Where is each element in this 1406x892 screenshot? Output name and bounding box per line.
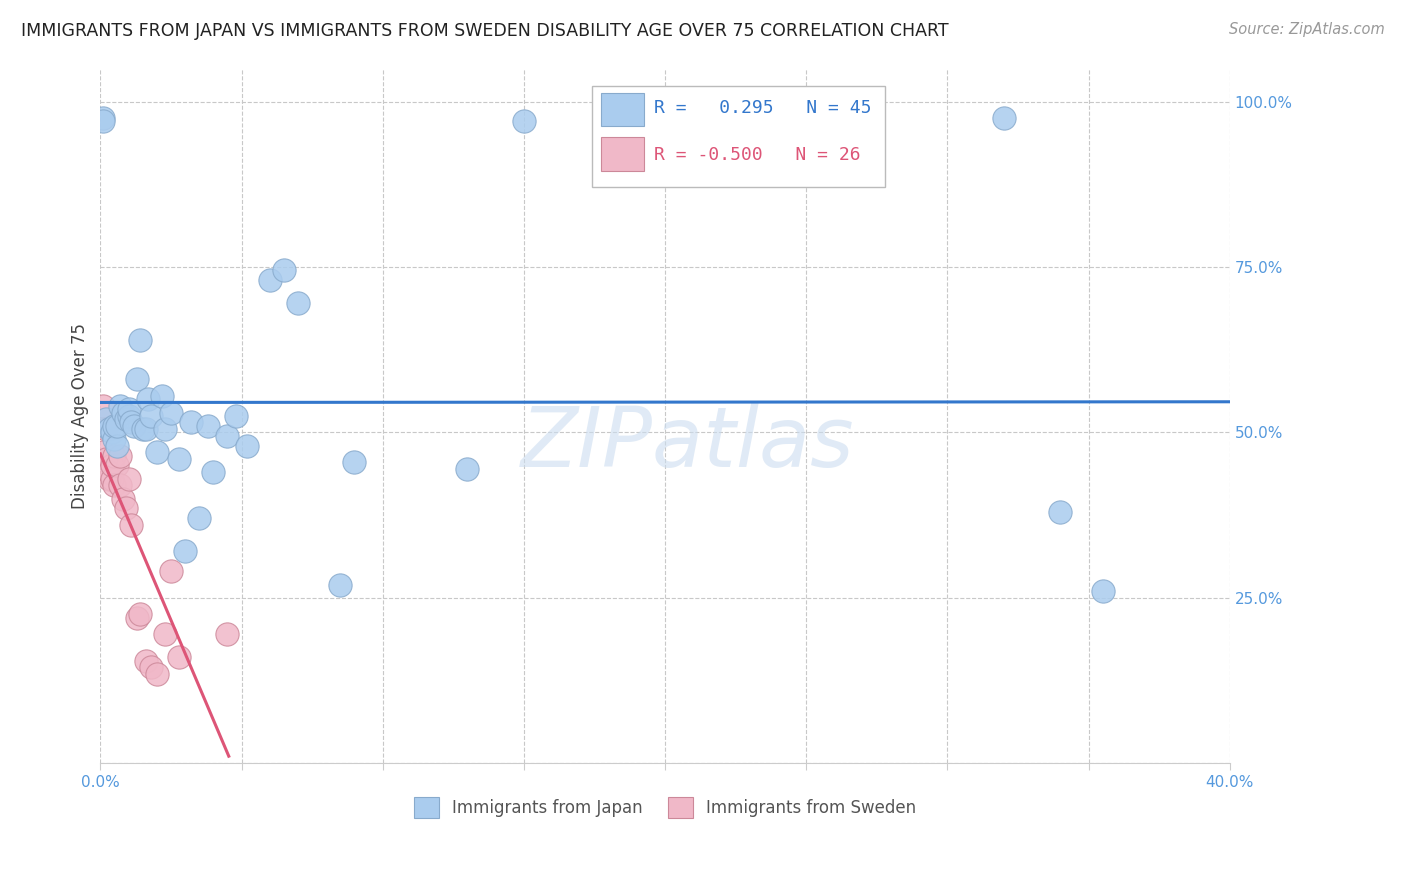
Point <box>169 650 191 665</box>
Point <box>456 462 478 476</box>
Point <box>117 409 139 423</box>
Point <box>120 416 142 430</box>
Text: R = -0.500   N = 26: R = -0.500 N = 26 <box>654 146 860 164</box>
Point <box>169 451 191 466</box>
Point <box>103 478 125 492</box>
Point <box>329 577 352 591</box>
Point <box>152 389 174 403</box>
Point <box>343 455 366 469</box>
Point <box>155 422 177 436</box>
FancyBboxPatch shape <box>600 93 644 126</box>
Point <box>141 660 163 674</box>
Point <box>146 666 169 681</box>
Point <box>135 422 157 436</box>
Point <box>259 273 281 287</box>
Point <box>141 409 163 423</box>
Point <box>105 458 128 473</box>
Point <box>97 422 120 436</box>
Point <box>120 518 142 533</box>
Point <box>91 399 114 413</box>
Point <box>97 472 120 486</box>
Point <box>128 333 150 347</box>
Point <box>217 428 239 442</box>
Point <box>100 472 122 486</box>
Point <box>125 372 148 386</box>
Point <box>108 478 131 492</box>
Point <box>135 654 157 668</box>
Point <box>217 627 239 641</box>
Point <box>117 472 139 486</box>
Point <box>103 449 125 463</box>
Point <box>1049 505 1071 519</box>
Point <box>108 399 131 413</box>
Point <box>287 296 309 310</box>
Point <box>111 491 134 506</box>
Text: ZIPatlas: ZIPatlas <box>520 403 855 484</box>
Point <box>138 392 160 407</box>
Y-axis label: Disability Age Over 75: Disability Age Over 75 <box>72 323 89 508</box>
Point <box>114 501 136 516</box>
Point <box>91 445 114 459</box>
Point <box>97 465 120 479</box>
Point <box>100 458 122 473</box>
Point <box>174 544 197 558</box>
Point <box>273 263 295 277</box>
FancyBboxPatch shape <box>600 137 644 170</box>
Point <box>103 418 125 433</box>
Point <box>197 418 219 433</box>
Point <box>103 432 125 446</box>
Point <box>94 422 117 436</box>
Point <box>993 111 1015 125</box>
Point <box>105 439 128 453</box>
Point <box>105 418 128 433</box>
Point <box>1091 584 1114 599</box>
Point <box>122 418 145 433</box>
Text: R =   0.295   N = 45: R = 0.295 N = 45 <box>654 99 872 117</box>
Point <box>146 445 169 459</box>
Point <box>108 449 131 463</box>
Text: IMMIGRANTS FROM JAPAN VS IMMIGRANTS FROM SWEDEN DISABILITY AGE OVER 75 CORRELATI: IMMIGRANTS FROM JAPAN VS IMMIGRANTS FROM… <box>21 22 949 40</box>
Point <box>91 111 114 125</box>
FancyBboxPatch shape <box>592 86 886 186</box>
Point <box>100 425 122 440</box>
Legend: Immigrants from Japan, Immigrants from Sweden: Immigrants from Japan, Immigrants from S… <box>408 790 922 824</box>
Point <box>91 114 114 128</box>
Point <box>111 405 134 419</box>
Point <box>117 402 139 417</box>
Point <box>155 627 177 641</box>
Point <box>160 405 183 419</box>
Point <box>125 610 148 624</box>
Point <box>128 607 150 622</box>
Point <box>114 412 136 426</box>
Point <box>513 114 536 128</box>
Text: Source: ZipAtlas.com: Source: ZipAtlas.com <box>1229 22 1385 37</box>
Point <box>160 564 183 578</box>
Point <box>94 412 117 426</box>
Point <box>94 451 117 466</box>
Point <box>236 439 259 453</box>
Point <box>225 409 247 423</box>
Point <box>131 422 153 436</box>
Point <box>188 511 211 525</box>
Point <box>202 465 225 479</box>
Point <box>180 416 202 430</box>
